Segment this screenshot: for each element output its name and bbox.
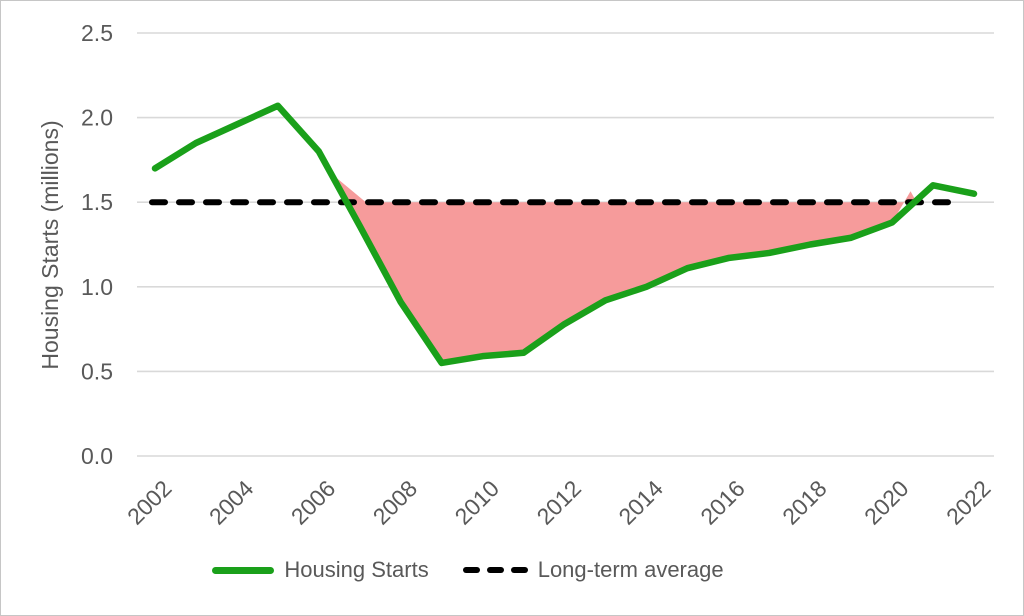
x-tick-label-2014: 2014 — [613, 475, 668, 530]
y-tick-label-0.5: 0.5 — [81, 358, 113, 384]
y-tick-label-1.0: 1.0 — [81, 274, 113, 300]
y-axis-title: Housing Starts (millions) — [37, 120, 63, 369]
y-tick-label-0.0: 0.0 — [81, 443, 113, 469]
legend-label-long-term-average: Long-term average — [537, 557, 724, 582]
y-tick-label-2.5: 2.5 — [81, 20, 113, 46]
x-tick-label-2020: 2020 — [859, 475, 914, 530]
long-term-average-dash-swatch-icon — [462, 567, 528, 573]
y-axis-tick-labels: 0.0 0.5 1.0 1.5 2.0 2.5 — [81, 20, 113, 469]
housing-starts-line — [151, 102, 978, 367]
x-tick-label-2022: 2022 — [941, 475, 996, 530]
x-tick-label-2004: 2004 — [204, 475, 259, 530]
x-tick-label-2002: 2002 — [122, 475, 177, 530]
x-tick-label-2006: 2006 — [286, 475, 341, 530]
x-tick-label-2010: 2010 — [450, 475, 505, 530]
x-tick-label-2008: 2008 — [368, 475, 423, 530]
x-tick-label-2018: 2018 — [777, 475, 832, 530]
x-tick-label-2012: 2012 — [531, 475, 586, 530]
legend-item-long-term-average: Long-term average — [462, 557, 724, 583]
legend-label-housing-starts: Housing Starts — [284, 557, 429, 582]
x-tick-label-2016: 2016 — [695, 475, 750, 530]
legend-item-housing-starts: Housing Starts — [212, 557, 429, 583]
housing-starts-line-swatch-icon — [212, 566, 275, 574]
legend: Housing Starts Long-term average — [1, 557, 1023, 583]
x-axis-tick-labels: 2002 2004 2006 2008 2010 2012 2014 2016 2018 2020… — [122, 475, 996, 530]
y-tick-label-1.5: 1.5 — [81, 189, 113, 215]
below-average-shaded-area — [331, 173, 917, 363]
y-tick-label-2.0: 2.0 — [81, 105, 113, 131]
